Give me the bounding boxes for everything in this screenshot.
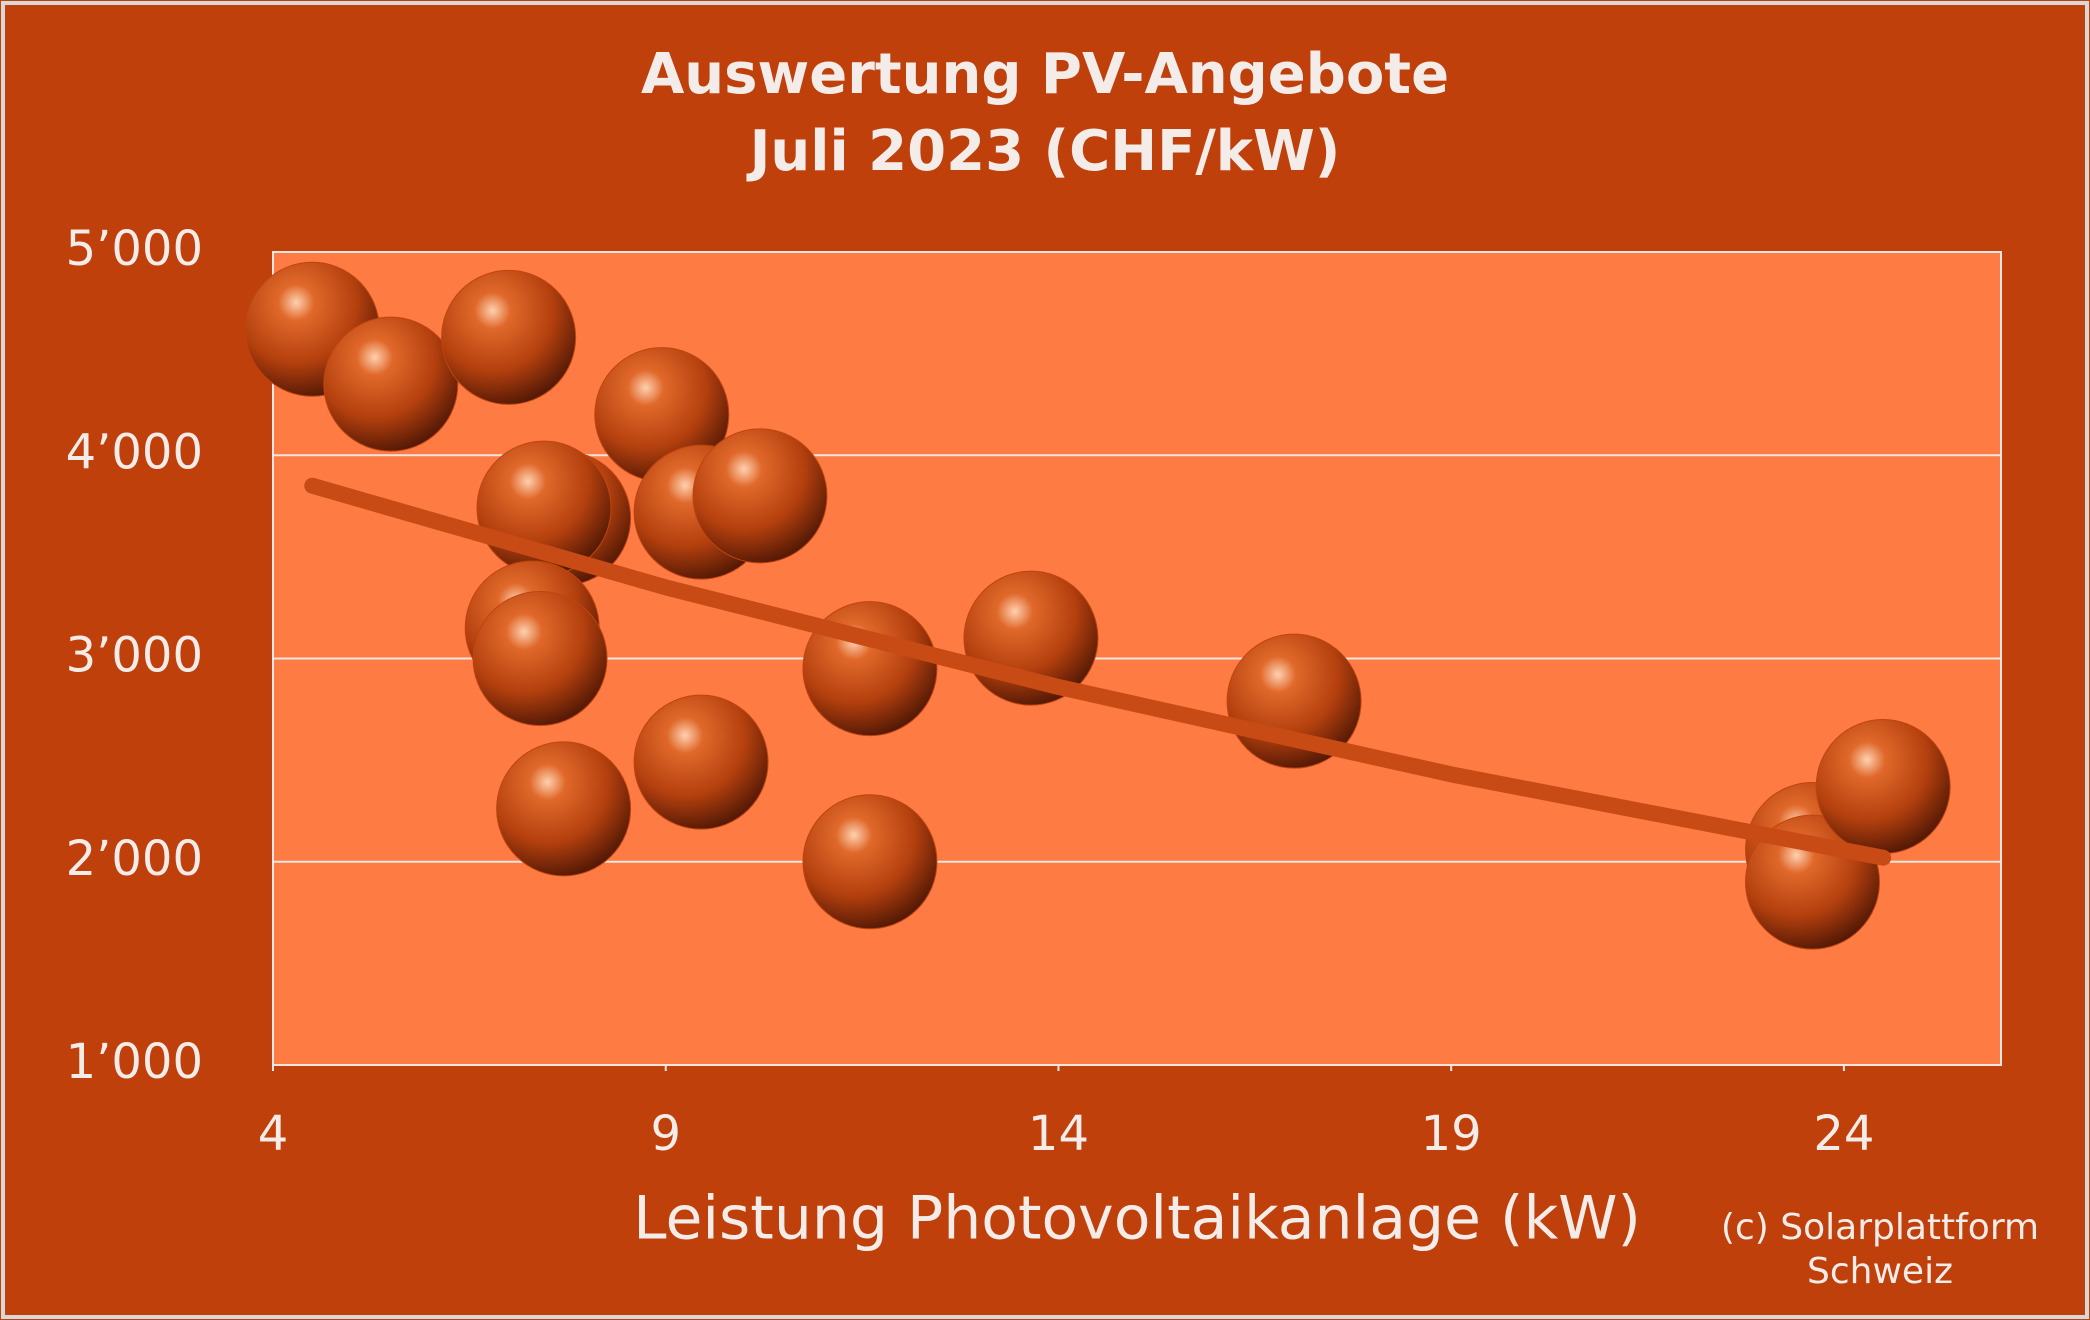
y-tick-label: 1’000: [66, 1034, 203, 1090]
point: [633, 694, 769, 830]
y-tick-label: 3’000: [66, 628, 203, 684]
x-tick-label: 4: [258, 1106, 289, 1162]
point: [496, 741, 632, 877]
y-tick-label: 4’000: [66, 424, 203, 480]
chart-title: Auswertung PV-Angebote: [641, 42, 1449, 107]
trendline: [304, 477, 1892, 866]
point: [802, 794, 938, 930]
x-tick-label: 9: [650, 1106, 681, 1162]
x-tick-label: 24: [1813, 1106, 1874, 1162]
credit: (c) Solarplattform: [1721, 1207, 2039, 1248]
point: [692, 428, 828, 564]
y-tick-label: 2’000: [66, 831, 203, 887]
x-tick-label: 14: [1028, 1106, 1089, 1162]
point: [472, 591, 608, 726]
x-tick-label: 19: [1421, 1106, 1482, 1162]
point: [323, 316, 459, 452]
y-tick-label: 5’000: [66, 221, 203, 277]
credit: Schweiz: [1807, 1251, 1953, 1292]
point: [1815, 719, 1951, 855]
x-axis-label: Leistung Photovoltaikanlage (kW): [633, 1184, 1641, 1254]
chart-title: Juli 2023 (CHF/kW): [746, 119, 1341, 184]
point: [441, 269, 577, 405]
